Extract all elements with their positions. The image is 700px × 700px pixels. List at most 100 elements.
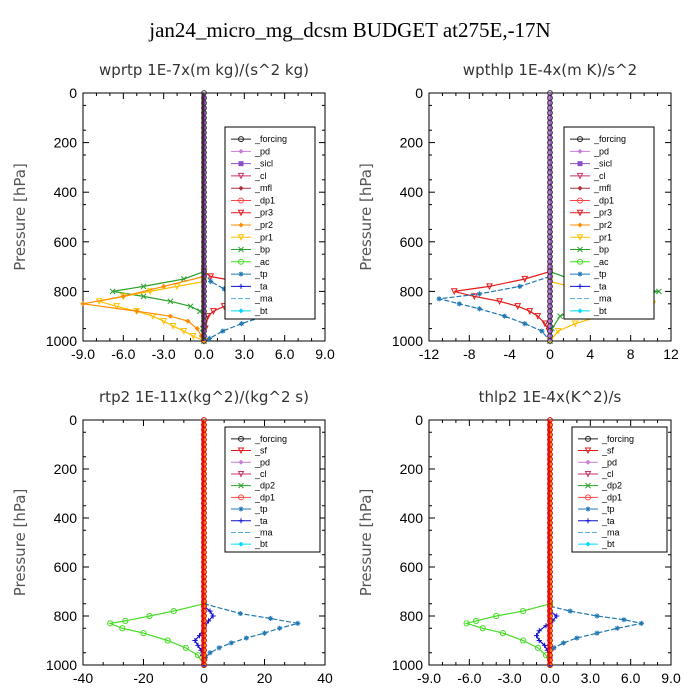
data-marker <box>514 303 522 310</box>
legend-label: _bp <box>254 245 270 255</box>
data-marker <box>134 308 140 314</box>
legend-item: _dp1 <box>231 492 275 502</box>
x-tick-label: 20 <box>257 670 273 686</box>
x-tick-label: 6.0 <box>621 670 641 686</box>
data-marker <box>577 136 583 143</box>
legend-label: _pd <box>593 146 609 156</box>
series-dp1 <box>463 600 554 669</box>
series-tp <box>547 603 645 668</box>
data-marker <box>436 296 442 302</box>
series-bp <box>109 268 207 344</box>
y-tick-label: 600 <box>54 559 78 575</box>
legend-item: _ac <box>570 257 609 267</box>
series-ta <box>533 608 560 668</box>
legend-label: _bt <box>601 539 615 549</box>
y-axis-label: Pressure [hPa] <box>11 163 29 271</box>
data-marker <box>585 435 591 442</box>
legend-label: _ta <box>254 516 268 526</box>
data-marker <box>554 327 562 335</box>
legend-label: _dp2 <box>254 481 275 491</box>
data-marker <box>113 303 121 310</box>
legend-label: _pr3 <box>593 208 612 218</box>
data-marker <box>547 662 553 668</box>
data-marker <box>243 635 249 641</box>
data-marker <box>238 222 244 228</box>
data-marker <box>80 301 86 307</box>
data-marker <box>261 630 268 636</box>
data-marker <box>456 301 462 307</box>
y-tick-label: 0 <box>415 412 423 428</box>
data-marker <box>207 650 213 656</box>
legend-label: _mfl <box>254 183 272 193</box>
x-tick-label: -40 <box>73 670 93 686</box>
data-marker <box>522 321 528 327</box>
series-line <box>82 275 205 342</box>
data-marker <box>584 447 592 455</box>
data-marker <box>577 185 583 191</box>
legend-item: _cl <box>578 469 614 479</box>
legend-label: _sicl <box>254 159 273 169</box>
legend-label: _forcing <box>254 434 287 444</box>
y-tick-label: 1000 <box>392 333 423 349</box>
y-tick-label: 1000 <box>392 657 423 673</box>
data-marker <box>238 161 244 167</box>
legend-item: _forcing <box>231 434 287 444</box>
series-line <box>464 603 551 666</box>
legend-item: _pr2 <box>570 220 612 230</box>
legend-label: _dp1 <box>601 492 622 502</box>
data-marker <box>267 615 274 622</box>
data-marker <box>161 283 167 290</box>
data-marker <box>499 630 507 637</box>
data-marker <box>238 482 244 489</box>
x-tick-label: 8 <box>627 346 635 362</box>
x-tick-label: -9.0 <box>417 670 441 686</box>
series-line <box>203 603 298 666</box>
legend-item: _forcing <box>570 134 626 144</box>
y-tick-label: 0 <box>69 412 77 428</box>
data-marker <box>470 293 478 301</box>
legend-label: _cl <box>601 469 614 479</box>
legend-label: _pr2 <box>254 220 273 230</box>
data-marker <box>533 633 540 639</box>
zero-profile <box>547 417 553 668</box>
data-marker <box>577 308 583 314</box>
series-pr3 <box>450 268 554 345</box>
legend-label: _sf <box>601 446 615 456</box>
data-marker <box>206 335 212 342</box>
series-line <box>438 275 551 342</box>
data-marker <box>207 273 215 281</box>
x-tick-label: 3.0 <box>581 670 601 686</box>
data-marker <box>536 628 542 634</box>
x-tick-label: -9.0 <box>71 346 95 362</box>
data-marker <box>577 161 583 167</box>
legend-label: _ma <box>593 294 612 304</box>
data-marker <box>567 608 573 614</box>
legend-label: _bt <box>593 306 607 316</box>
y-tick-label: 800 <box>54 283 78 299</box>
x-tick-label: -6.0 <box>457 670 481 686</box>
x-tick-label: -20 <box>133 670 153 686</box>
data-marker <box>496 298 503 306</box>
data-marker <box>584 470 592 478</box>
chart-panel-2: wpthlp 1E-4x(m K)/s^2 Pressure [hPa] -12 -8… <box>357 61 679 362</box>
legend-label: _cl <box>593 171 606 181</box>
legend-label: _ac <box>254 257 270 267</box>
legend-label: _dp2 <box>601 481 622 491</box>
data-marker <box>547 338 553 344</box>
data-marker <box>238 283 244 289</box>
legend-item: _pr3 <box>231 208 273 218</box>
data-marker <box>109 288 116 295</box>
chart-title: wpthlp 1E-4x(m K)/s^2 <box>463 61 637 79</box>
y-tick-label: 800 <box>400 283 424 299</box>
data-marker <box>493 612 500 620</box>
data-marker <box>476 291 483 297</box>
legend-item: _tp <box>231 269 268 279</box>
legend-item: _bt <box>231 539 268 549</box>
data-marker <box>479 625 486 632</box>
chart-title: thlp2 1E-4x(K^2)/s <box>479 388 622 406</box>
data-marker <box>585 506 591 512</box>
data-marker <box>576 172 584 180</box>
data-marker <box>238 506 244 512</box>
x-tick-label: -8 <box>463 346 476 362</box>
data-marker <box>167 298 174 305</box>
